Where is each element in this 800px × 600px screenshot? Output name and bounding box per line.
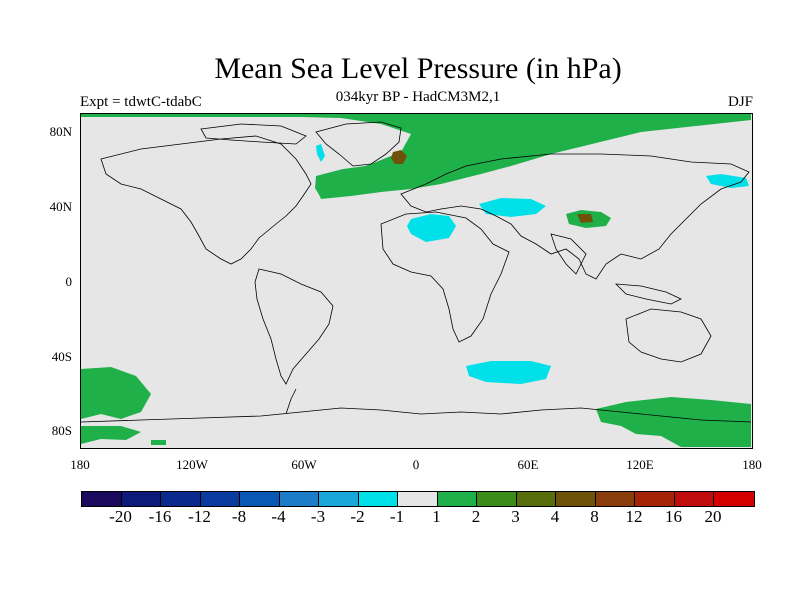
coast-greenland [315, 121, 402, 167]
colorbar-label: 12 [625, 507, 643, 526]
arctic-cap-positive [431, 116, 511, 144]
plot-title: Mean Sea Level Pressure (in hPa) [214, 52, 622, 85]
lat-tick-80n: 80N [49, 124, 72, 139]
coast-eurasia [400, 153, 750, 280]
southern-positive-east [596, 397, 751, 447]
colorbar-box [200, 492, 240, 506]
coast-india [550, 233, 587, 275]
lat-tick-80s: 80S [51, 423, 72, 438]
lon-tick-0: 0 [412, 457, 420, 472]
strong-positive-nordic [391, 150, 407, 164]
north-atlantic-positive [315, 162, 411, 198]
coast-antarctica [81, 407, 751, 423]
lat-tick-40n: 40N [49, 199, 72, 214]
coast-north-america [100, 135, 312, 265]
colorbar-label: 4 [550, 507, 560, 526]
colorbar-label: 8 [590, 507, 599, 526]
coastlines [81, 121, 751, 423]
colorbar-label: -2 [350, 507, 365, 526]
southern-positive-antarctic-west [81, 426, 141, 444]
lon-tick-60e: 60E [517, 457, 539, 472]
colorbar-label: -4 [271, 507, 286, 526]
east-europe-negative [479, 198, 546, 217]
lon-tick-120w: 120W [176, 457, 208, 472]
lon-tick-180e: 180 [742, 457, 762, 472]
map-panel [80, 113, 753, 449]
colorbar-box [437, 492, 477, 506]
colorbar-box [477, 492, 517, 506]
colorbar-label: -12 [188, 507, 211, 526]
colorbar-box [635, 492, 675, 506]
colorbar-label: -1 [389, 507, 405, 526]
colorbar-box [516, 492, 556, 506]
colorbar-label: 1 [432, 507, 441, 526]
colorbar-box [358, 492, 398, 506]
colorbar-box [674, 492, 714, 506]
south-atlantic-negative [466, 361, 551, 384]
colorbar-box [82, 492, 122, 506]
kamchatka-negative [706, 174, 749, 188]
coast-africa [380, 211, 510, 343]
southern-positive-patch [151, 440, 166, 445]
colorbar-label: -20 [109, 507, 132, 526]
anomaly-map [81, 114, 751, 447]
lon-tick-60w: 60W [291, 457, 317, 472]
coast-australia [625, 308, 712, 363]
colorbar-label: -16 [148, 507, 172, 526]
colorbar-box [319, 492, 359, 506]
colorbar-box [714, 492, 754, 506]
lat-tick-40s: 40S [51, 349, 72, 364]
colorbar [81, 491, 755, 507]
labrador-negative [316, 144, 325, 162]
anomaly-shading [81, 114, 751, 447]
colorbar-label: 3 [511, 507, 520, 526]
colorbar-label: -3 [310, 507, 326, 526]
colorbar-label: 20 [704, 507, 722, 526]
coast-canadian-islands [200, 123, 307, 145]
colorbar-label: -8 [231, 507, 247, 526]
lat-tick-0: 0 [65, 274, 73, 289]
lon-tick-120e: 120E [626, 457, 654, 472]
central-asia-strong [577, 214, 593, 223]
colorbar-box [279, 492, 319, 506]
north-africa-negative [407, 214, 456, 242]
greenland-positive [406, 124, 459, 159]
colorbar-box [121, 492, 161, 506]
plot-subtitle: 034kyr BP - HadCM3M2,1 [335, 89, 501, 105]
lon-tick-180w: 180 [70, 457, 90, 472]
colorbar-box [161, 492, 201, 506]
colorbar-box [595, 492, 635, 506]
coast-south-america [254, 268, 334, 385]
colorbar-label: 2 [471, 507, 481, 526]
colorbar-box [240, 492, 280, 506]
coast-indonesia [614, 283, 682, 305]
experiment-label: Expt = tdwtC-tdabC [80, 94, 202, 110]
colorbar-label: 16 [665, 507, 682, 526]
colorbar-box [398, 492, 438, 506]
southern-positive-west [81, 367, 151, 419]
coast-antarctic-peninsula [285, 388, 297, 415]
colorbar-box [556, 492, 596, 506]
season-label: DJF [727, 94, 753, 110]
